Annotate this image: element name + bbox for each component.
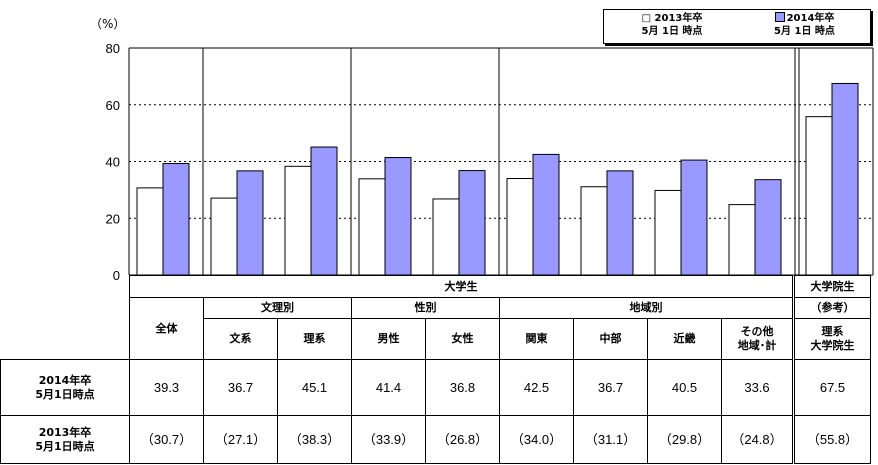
bar-2014 <box>532 153 560 276</box>
bar-2013 <box>654 189 682 276</box>
legend-2014-sublabel: 5月 1日 時点 <box>774 26 835 37</box>
col-kinki: 近畿 <box>647 318 722 360</box>
row-2013-l1: 2013年卒 <box>38 425 92 439</box>
cell-2014: 45.1 <box>277 359 352 416</box>
cell-2014: 36.8 <box>425 359 500 416</box>
bar-2014 <box>236 170 264 276</box>
cell-2014: 40.5 <box>647 359 722 416</box>
cell-2013: （27.1） <box>203 415 278 464</box>
cell-2014: 33.6 <box>721 359 795 416</box>
cell-2013: （26.8） <box>425 415 500 464</box>
col-rikei: 理系 <box>277 318 352 360</box>
bar-2013 <box>580 186 608 276</box>
col-kanto: 関東 <box>499 318 574 360</box>
col-other-l2: 地域･計 <box>737 339 777 352</box>
bar-2013 <box>506 178 534 276</box>
bar-2014 <box>384 157 412 276</box>
legend-2013-sublabel: 5月 1日 時点 <box>641 26 703 37</box>
bar-2014 <box>606 170 634 276</box>
cell-2014: 39.3 <box>129 359 204 416</box>
cell-2014: 36.7 <box>573 359 648 416</box>
y-tick-label: 20 <box>106 211 120 226</box>
y-unit-label: （%） <box>90 17 125 31</box>
cell-2013: （24.8） <box>721 415 795 464</box>
table-corner <box>0 275 130 298</box>
bar-2013 <box>136 187 164 276</box>
sub-region: 地域別 <box>499 297 795 319</box>
y-tick-labels: 0 20 40 60 80 <box>106 41 120 280</box>
ref-label: （参考） <box>793 297 871 319</box>
col-chubu: 中部 <box>573 318 648 360</box>
group-graduate: 大学院生 <box>793 275 871 298</box>
legend-item-2013: □ 2013年卒 5月 1日 時点 <box>612 12 732 38</box>
bar-2014 <box>831 82 859 276</box>
col-all: 全体 <box>129 297 204 360</box>
table-corner-3 <box>0 318 130 360</box>
col-male: 男性 <box>351 318 426 360</box>
row-2014-l2: 5月1日時点 <box>35 387 95 401</box>
bar-2014 <box>754 179 782 276</box>
y-tick-label: 60 <box>106 98 120 113</box>
row-2014-l1: 2014年卒 <box>38 373 92 387</box>
col-grad-l2: 大学院生 <box>810 339 855 352</box>
group-dividers <box>202 48 800 275</box>
legend-2014-label: 2014年卒 <box>786 13 835 24</box>
bar-2014 <box>310 146 338 276</box>
cell-2014: 41.4 <box>351 359 426 416</box>
legend-2013-label: □ 2013年卒 <box>641 13 703 24</box>
table-corner-2 <box>0 297 130 319</box>
table-row-2013: 2013年卒 5月1日時点 （30.7） （27.1） （38.3） （33.9）… <box>0 415 871 464</box>
bar-2013 <box>728 204 756 276</box>
cell-2013: （33.9） <box>351 415 426 464</box>
bar-2013 <box>210 197 238 276</box>
table-row-2014: 2014年卒 5月1日時点 39.3 36.7 45.1 41.4 36.8 42… <box>0 359 871 416</box>
sub-sex: 性別 <box>351 297 500 319</box>
bars <box>129 82 873 276</box>
bar-2013 <box>284 165 312 276</box>
bar-2014 <box>162 162 190 276</box>
legend-2014-swatch <box>774 12 785 22</box>
sub-bunri: 文理別 <box>203 297 352 319</box>
cell-2013: （38.3） <box>277 415 352 464</box>
row-2013-l2: 5月1日時点 <box>35 439 95 453</box>
cell-2014: 67.5 <box>793 359 871 416</box>
col-grad-l1: 理系 <box>821 325 844 338</box>
bar-2013 <box>432 198 460 276</box>
legend: □ 2013年卒 5月 1日 時点 2014年卒 5月 1日 時点 <box>603 9 871 44</box>
cell-2014: 36.7 <box>203 359 278 416</box>
y-tick-label: 80 <box>106 41 120 56</box>
cell-2013: （29.8） <box>647 415 722 464</box>
bar-2013 <box>805 116 833 276</box>
cell-2014: 42.5 <box>499 359 574 416</box>
bar-2014 <box>680 159 708 276</box>
row-2013-head: 2013年卒 5月1日時点 <box>0 415 130 464</box>
cell-2013: （34.0） <box>499 415 574 464</box>
row-2014-head: 2014年卒 5月1日時点 <box>0 359 130 416</box>
cell-2013: （55.8） <box>793 415 871 464</box>
y-tick-label: 0 <box>113 268 120 280</box>
bar-2013 <box>358 178 386 276</box>
bar-2014 <box>458 170 486 276</box>
cell-2013: （31.1） <box>573 415 648 464</box>
y-tick-label: 40 <box>106 155 120 170</box>
col-bunkei: 文系 <box>203 318 278 360</box>
col-female: 女性 <box>425 318 500 360</box>
col-other: その他 地域･計 <box>721 318 795 360</box>
cell-2013: （30.7） <box>129 415 204 464</box>
group-university: 大学生 <box>129 275 795 298</box>
data-table: 大学生 大学院生 全体 文理別 性別 地域別 （参考） 文系 理系 男性 女性 … <box>0 275 871 464</box>
col-other-l1: その他 <box>740 325 774 338</box>
col-grad: 理系 大学院生 <box>793 318 871 360</box>
legend-item-2014: 2014年卒 5月 1日 時点 <box>742 12 867 38</box>
